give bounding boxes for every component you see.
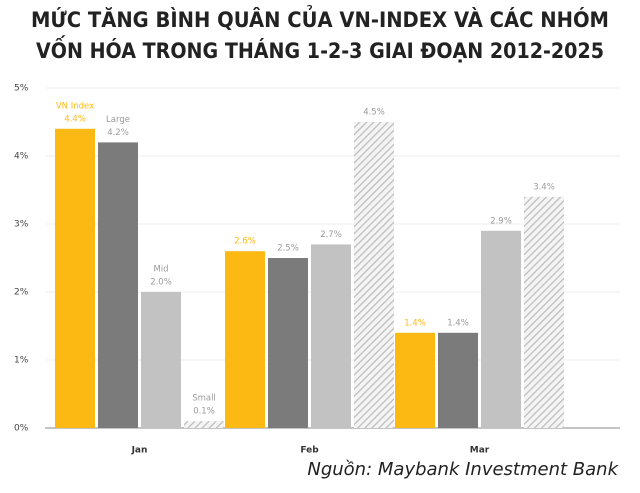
chart-title: MỨC TĂNG BÌNH QUÂN CỦA VN-INDEX VÀ CÁC N…: [31, 5, 609, 32]
bar: [55, 128, 95, 429]
series-label: Mid: [153, 265, 168, 275]
series-label: VN Index: [56, 101, 94, 111]
y-tick-label: 4%: [14, 152, 29, 162]
value-label: 4.2%: [107, 128, 129, 138]
value-label: 4.4%: [64, 114, 86, 124]
bar: [225, 251, 265, 428]
value-label: 0.1%: [193, 407, 215, 417]
value-label: 1.4%: [447, 318, 469, 328]
series-label: Small: [192, 394, 216, 404]
x-tick-label: Feb: [300, 446, 319, 456]
x-tick-label: Mar: [470, 446, 490, 456]
x-tick-label: Jan: [131, 446, 148, 456]
bar: [354, 122, 394, 428]
bar: [481, 230, 521, 428]
y-tick-label: 5%: [14, 84, 29, 94]
y-tick-label: 0%: [14, 424, 29, 434]
y-tick-label: 2%: [14, 288, 29, 298]
value-label: 2.5%: [277, 244, 299, 254]
value-label: 3.4%: [533, 182, 555, 192]
value-label: 2.9%: [490, 216, 512, 226]
value-label: 4.5%: [363, 108, 385, 118]
chart-title: VỐN HÓA TRONG THÁNG 1-2-3 GIAI ĐOẠN 2012…: [36, 35, 604, 63]
value-label: 2.6%: [234, 237, 256, 247]
bar: [268, 258, 308, 428]
bar: [141, 292, 181, 428]
value-label: 2.7%: [320, 230, 342, 240]
bar: [438, 332, 478, 428]
y-tick-label: 1%: [14, 356, 29, 366]
bar: [98, 142, 138, 428]
bar: [524, 196, 564, 428]
value-label: 2.0%: [150, 278, 172, 288]
bar: [311, 244, 351, 428]
bar: [184, 421, 224, 428]
bar: [395, 332, 435, 428]
source: Nguồn: Maybank Investment Bank: [307, 459, 619, 480]
y-tick-label: 3%: [14, 220, 29, 230]
value-label: 1.4%: [404, 318, 426, 328]
series-label: Large: [106, 115, 130, 125]
